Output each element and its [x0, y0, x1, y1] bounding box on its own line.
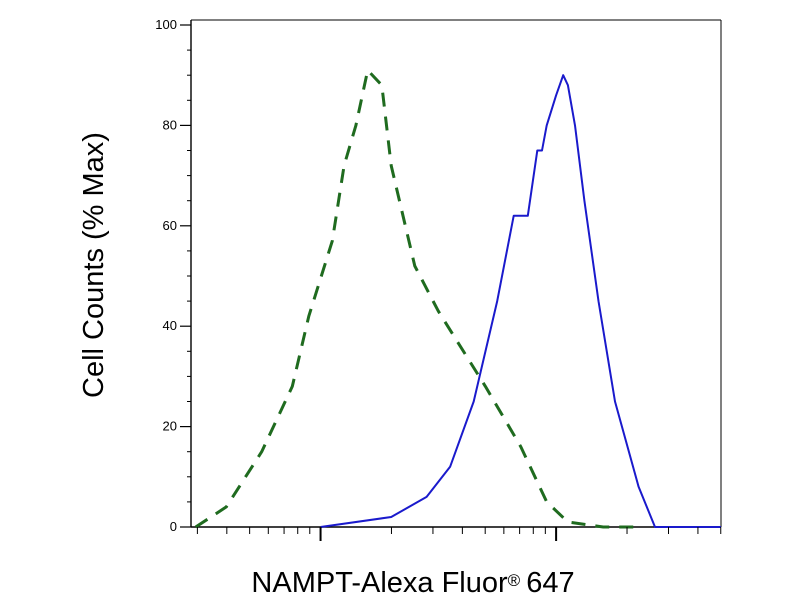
- x-axis: [196, 527, 722, 541]
- x-axis-title: NAMPT-Alexa Fluor® 647: [251, 567, 574, 599]
- y-tick-label: 100: [155, 17, 177, 32]
- y-axis-title: Cell Counts (% Max): [78, 132, 110, 398]
- y-axis: 0 20 40 60 80 100: [155, 17, 191, 534]
- y-tick-label: 60: [163, 218, 177, 233]
- nampt-stained-curve: [320, 74, 721, 528]
- y-tick-label: 80: [163, 117, 177, 132]
- y-tick-label: 0: [170, 519, 177, 534]
- registered-mark: ®: [508, 571, 521, 590]
- y-tick-label: 20: [163, 419, 177, 434]
- y-tick-label: 40: [163, 318, 177, 333]
- x-axis-title-suffix: 647: [526, 567, 574, 599]
- histogram-curves: [194, 68, 721, 529]
- isotype-control-curve: [194, 68, 639, 529]
- x-axis-title-main: NAMPT-Alexa Fluor: [251, 567, 508, 599]
